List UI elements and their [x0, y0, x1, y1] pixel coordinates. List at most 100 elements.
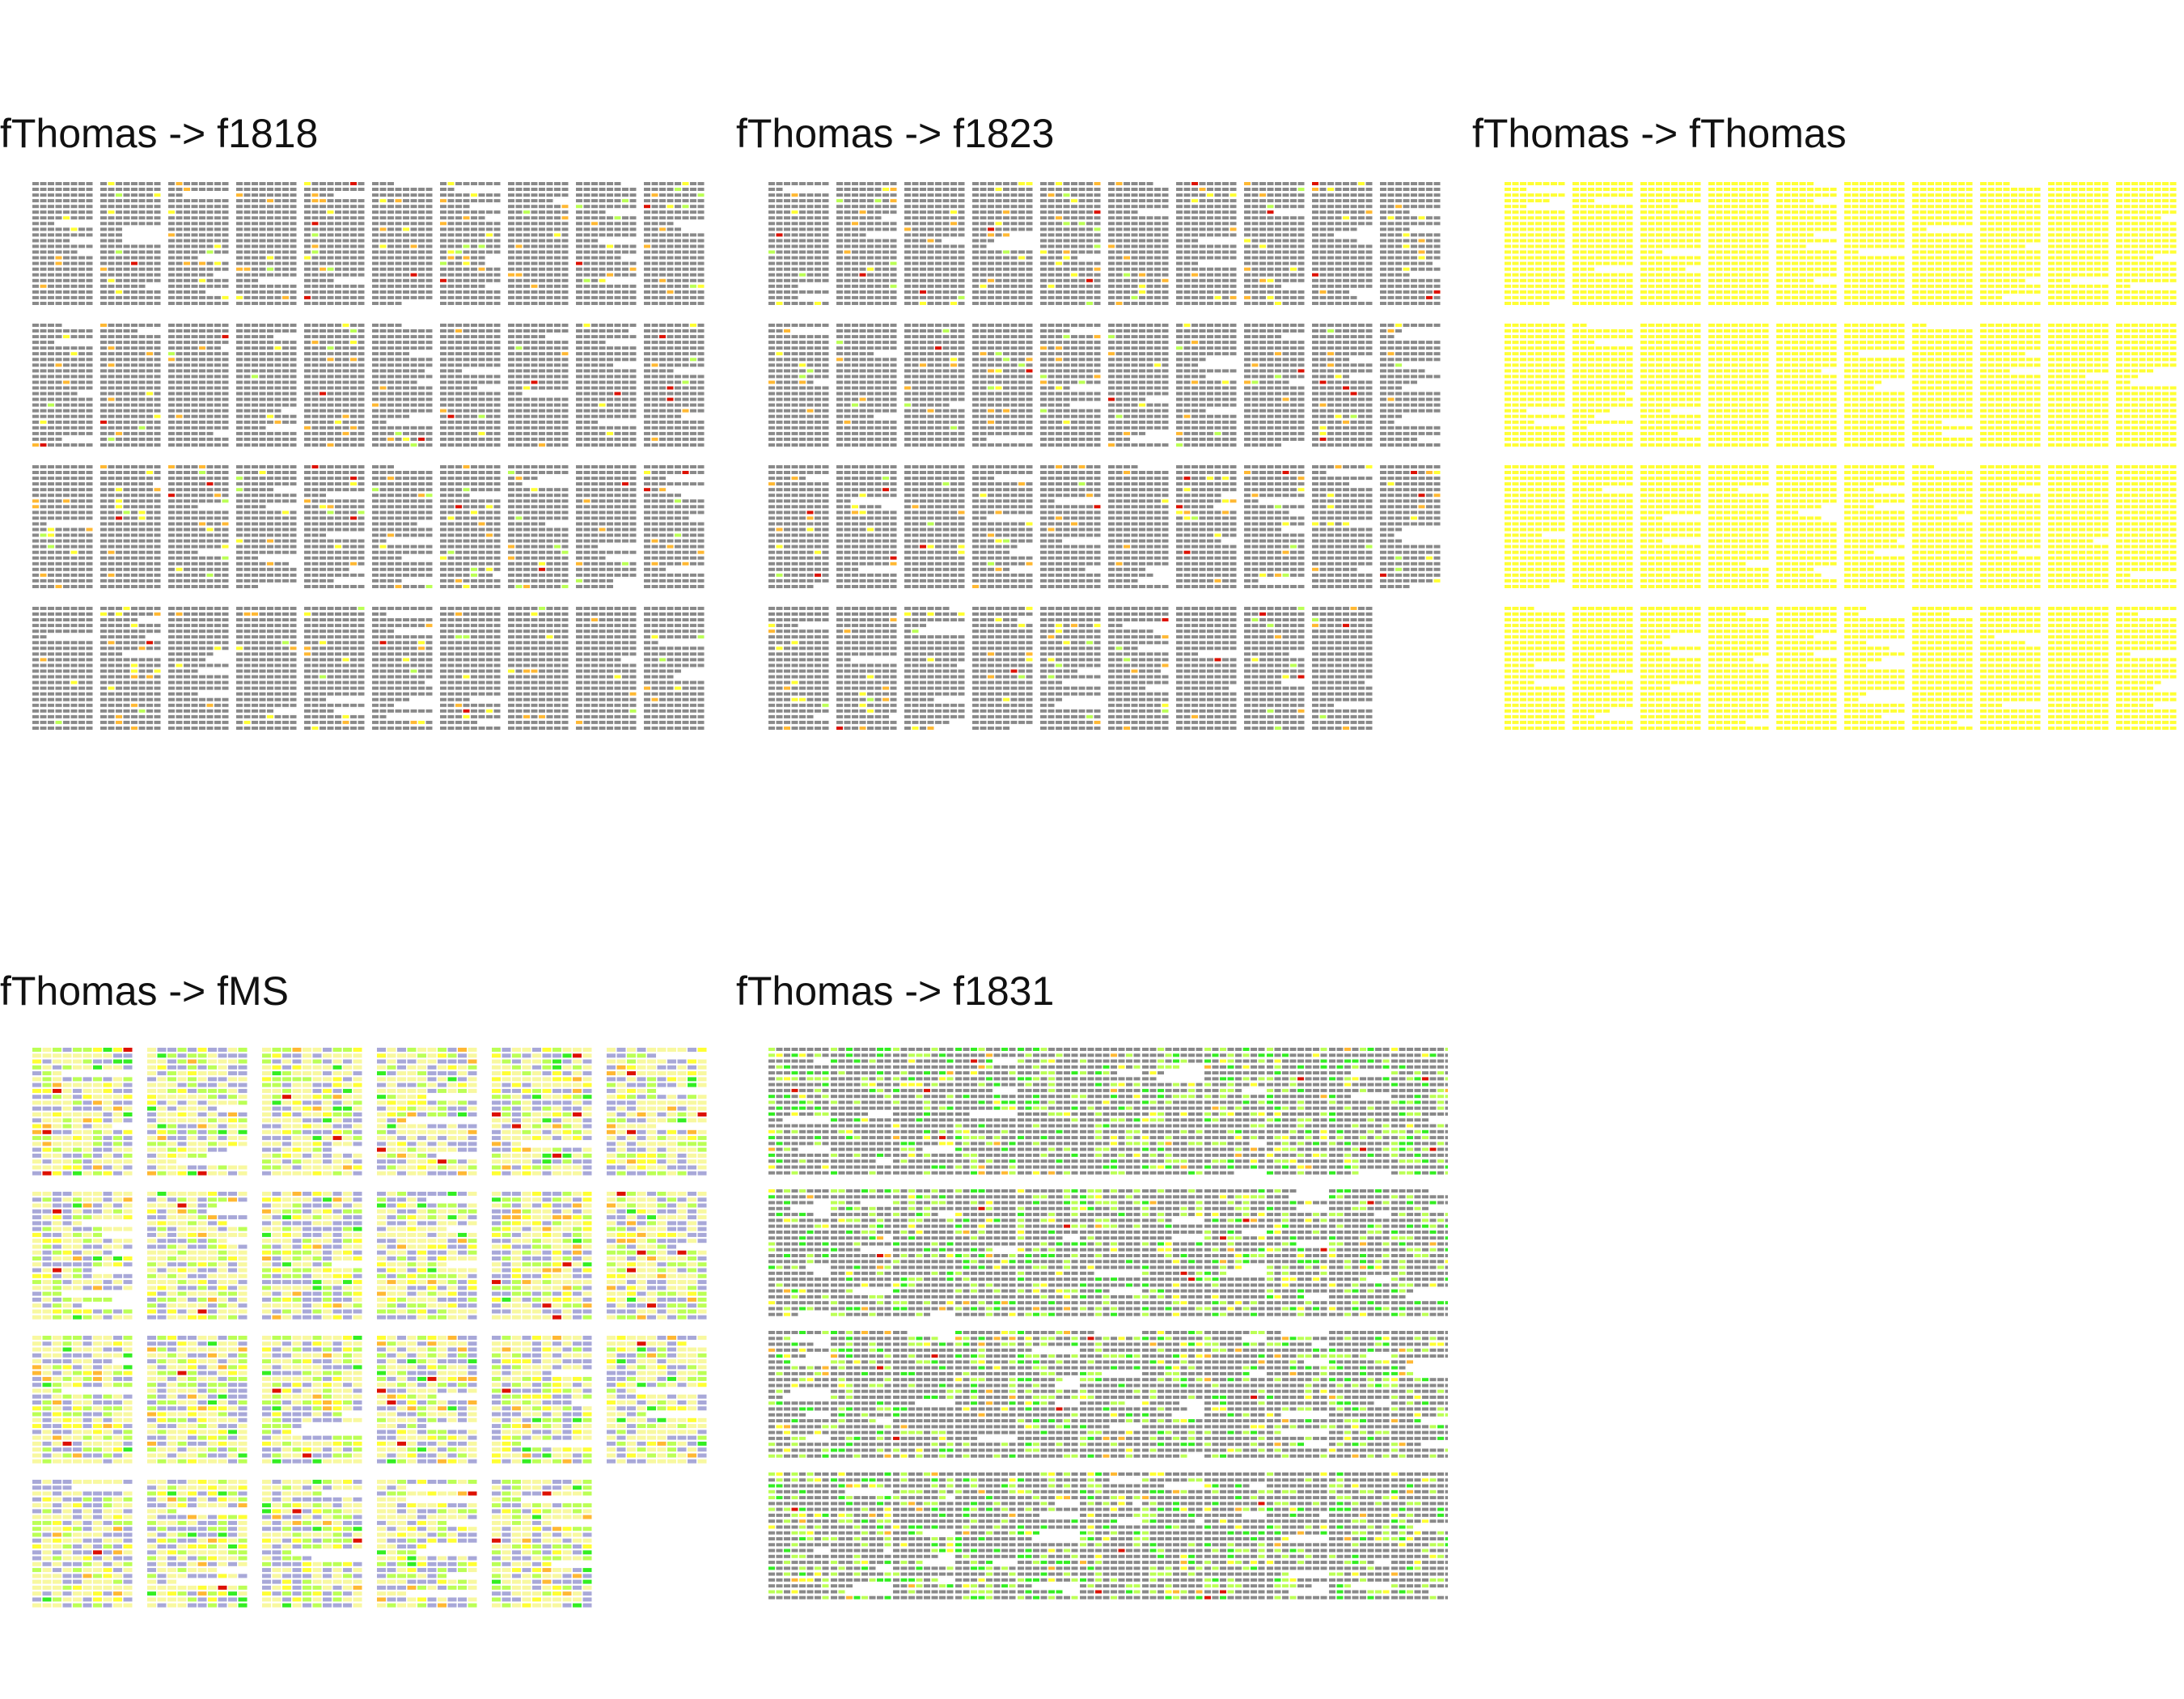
glyph-mark — [478, 210, 485, 214]
glyph-mark — [607, 380, 613, 384]
glyph-mark — [48, 585, 54, 588]
glyph-mark — [651, 505, 658, 509]
glyph-mark — [191, 533, 198, 537]
page-block — [576, 182, 637, 305]
glyph-mark — [48, 346, 54, 350]
glyph-mark — [199, 539, 205, 543]
glyph-mark — [123, 329, 130, 333]
glyph-mark — [48, 409, 54, 413]
glyph-mark — [184, 182, 190, 185]
glyph-mark — [463, 363, 470, 367]
glyph-mark — [123, 290, 130, 294]
glyph-mark — [667, 188, 674, 191]
glyph-mark — [290, 363, 297, 367]
glyph-mark — [690, 205, 696, 209]
glyph-mark — [418, 426, 425, 430]
glyph-mark — [358, 290, 365, 294]
glyph-mark — [48, 375, 54, 379]
glyph-mark — [108, 465, 115, 468]
glyph-mark — [418, 386, 425, 390]
glyph-mark — [206, 216, 214, 220]
glyph-mark — [539, 199, 545, 203]
glyph-mark — [78, 205, 85, 209]
glyph-mark — [682, 392, 689, 396]
glyph-mark — [40, 533, 47, 537]
glyph-mark — [607, 233, 613, 237]
glyph-mark — [697, 375, 705, 379]
glyph-mark — [607, 182, 613, 185]
glyph-mark — [116, 392, 122, 396]
glyph-mark — [311, 578, 319, 583]
glyph-mark — [184, 295, 190, 299]
glyph-mark — [63, 193, 70, 197]
glyph-mark — [576, 578, 582, 583]
glyph-mark — [539, 182, 545, 185]
glyph-mark — [176, 471, 183, 474]
glyph-mark — [70, 499, 78, 503]
glyph-mark — [206, 409, 214, 413]
glyph-mark — [342, 539, 349, 543]
glyph-mark — [644, 273, 650, 277]
glyph-mark — [236, 329, 243, 333]
glyph-mark — [259, 199, 266, 203]
glyph-mark — [154, 256, 161, 260]
glyph-mark — [561, 369, 569, 373]
glyph-mark — [55, 539, 62, 543]
glyph-mark — [342, 477, 349, 481]
glyph-mark — [455, 561, 462, 566]
glyph-mark — [546, 352, 553, 356]
glyph-mark — [455, 222, 462, 226]
glyph-mark — [561, 188, 569, 191]
glyph-mark — [358, 482, 365, 486]
glyph-mark — [154, 261, 161, 265]
glyph-mark — [176, 511, 183, 515]
glyph-mark — [379, 284, 387, 288]
glyph-mark — [508, 290, 514, 294]
glyph-mark — [243, 499, 251, 503]
glyph-mark — [259, 409, 266, 413]
glyph-mark — [100, 426, 107, 430]
glyph-mark — [531, 363, 538, 367]
glyph-mark — [168, 205, 175, 209]
glyph-mark — [311, 499, 319, 503]
glyph-mark — [191, 380, 198, 384]
glyph-mark — [168, 561, 175, 566]
glyph-mark — [131, 556, 138, 560]
glyph-mark — [267, 482, 273, 486]
glyph-mark — [335, 477, 341, 481]
glyph-mark — [463, 295, 470, 299]
glyph-mark — [138, 244, 146, 248]
glyph-mark — [515, 567, 523, 571]
glyph-mark — [447, 494, 455, 498]
glyph-mark — [583, 346, 590, 350]
glyph-mark — [311, 216, 319, 220]
glyph-mark — [523, 222, 530, 226]
glyph-mark — [304, 193, 311, 197]
glyph-mark — [607, 273, 613, 277]
glyph-mark — [561, 329, 569, 333]
glyph-mark — [697, 284, 705, 288]
glyph-mark — [108, 550, 115, 554]
glyph-mark — [682, 216, 689, 220]
glyph-mark — [561, 511, 569, 515]
glyph-mark — [311, 539, 319, 543]
glyph-mark — [327, 482, 334, 486]
glyph-mark — [335, 482, 341, 486]
glyph-mark — [108, 392, 115, 396]
glyph-mark — [554, 216, 561, 220]
glyph-mark — [274, 273, 281, 277]
glyph-mark — [403, 216, 409, 220]
glyph-mark — [243, 256, 251, 260]
glyph-mark — [447, 505, 455, 509]
glyph-mark — [138, 380, 146, 384]
glyph-mark — [184, 573, 190, 577]
glyph-mark — [576, 437, 582, 441]
glyph-mark — [629, 392, 637, 396]
glyph-mark — [206, 375, 214, 379]
glyph-mark — [146, 273, 153, 277]
glyph-mark — [154, 426, 161, 430]
glyph-mark — [447, 539, 455, 543]
glyph-mark — [259, 488, 266, 492]
page-block — [372, 324, 433, 447]
glyph-mark — [607, 222, 613, 226]
